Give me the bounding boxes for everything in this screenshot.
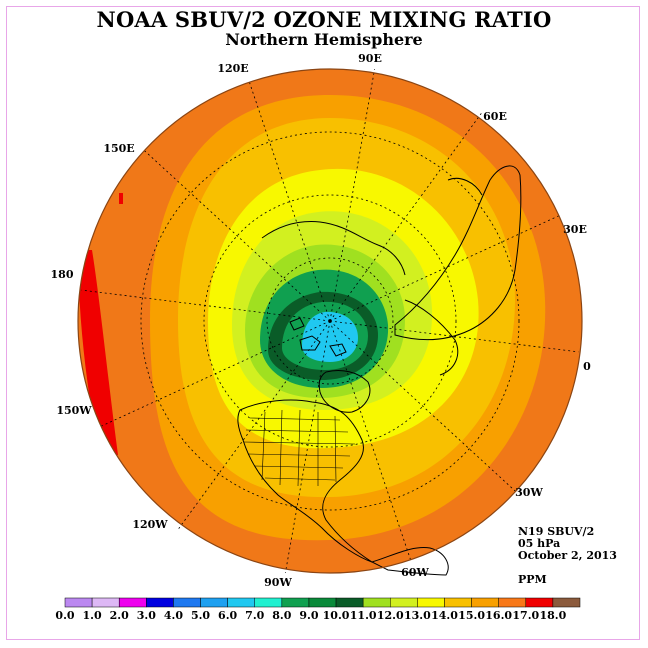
eurasia-coast bbox=[394, 165, 522, 341]
map-subtitle: Northern Hemisphere bbox=[225, 30, 423, 49]
plot-frame bbox=[6, 6, 640, 640]
colorbar-swatch bbox=[281, 597, 310, 608]
colorbar-swatch bbox=[498, 597, 527, 608]
colorbar-tick-label: 7.0 bbox=[245, 609, 265, 622]
colorbar-tick-label: 13.0 bbox=[403, 609, 431, 622]
colorbar-swatch bbox=[471, 597, 499, 608]
lon-label-30e: 30E bbox=[563, 223, 587, 236]
colorbar-swatch bbox=[525, 597, 554, 608]
meridian-0 bbox=[329, 320, 579, 353]
colorbar-tick-label: 3.0 bbox=[136, 609, 156, 622]
info-date: October 2, 2013 bbox=[518, 549, 617, 562]
colorbar-tick-label: 12.0 bbox=[376, 609, 404, 622]
colorbar-swatch bbox=[146, 597, 174, 608]
lon-label-120e: 120E bbox=[217, 62, 248, 75]
meridian-30e bbox=[329, 214, 561, 322]
colorbar-tick-label: 8.0 bbox=[272, 609, 292, 622]
colorbar-swatch bbox=[118, 597, 147, 608]
hot-spot-pacific bbox=[78, 250, 118, 455]
info-level: 05 hPa bbox=[518, 537, 561, 550]
colorbar-tick-label: 2.0 bbox=[109, 609, 129, 622]
colorbar-tick-label: 9.0 bbox=[299, 609, 319, 622]
lon-label-90w: 90W bbox=[264, 576, 292, 589]
lon-label-60w: 60W bbox=[401, 566, 429, 579]
india-coast bbox=[447, 177, 483, 196]
europe-coast bbox=[404, 299, 459, 376]
colorbar-swatch bbox=[200, 597, 228, 608]
colorbar bbox=[64, 597, 581, 608]
core-low bbox=[302, 311, 358, 362]
greenland-coast bbox=[318, 369, 371, 413]
colorbar-tick-label: 14.0 bbox=[431, 609, 458, 622]
colorbar-swatch bbox=[227, 597, 255, 608]
meridian-120e bbox=[249, 82, 331, 322]
coastlines bbox=[237, 165, 522, 576]
colorbar-tick-label: 6.0 bbox=[218, 609, 238, 622]
lon-label-120w: 120W bbox=[132, 518, 168, 531]
latitude-circle-45 bbox=[140, 131, 520, 511]
lon-label-0: 0 bbox=[583, 360, 591, 373]
south-america-coast bbox=[370, 546, 449, 576]
colorbar-tick-label: 16.0 bbox=[485, 609, 513, 622]
colorbar-tick-label: 0.0 bbox=[55, 609, 75, 622]
lon-label-180: 180 bbox=[51, 268, 74, 281]
colorbar-swatch bbox=[417, 597, 445, 608]
map-boundary bbox=[77, 68, 583, 574]
colorbar-tick-label: 5.0 bbox=[190, 609, 211, 622]
colorbar-swatch bbox=[552, 597, 581, 608]
info-instrument: N19 SBUV/2 bbox=[518, 525, 595, 538]
hot-spot-small bbox=[119, 193, 123, 204]
map-title: NOAA SBUV/2 OZONE MIXING RATIO bbox=[96, 7, 552, 32]
colorbar-swatch bbox=[173, 597, 201, 608]
lon-label-90e: 90E bbox=[358, 52, 382, 65]
info-units: PPM bbox=[518, 573, 547, 586]
lon-label-60e: 60E bbox=[483, 110, 507, 123]
colorbar-swatch bbox=[335, 597, 364, 608]
us-state-grid bbox=[243, 409, 356, 487]
colorbar-tick-label: 15.0 bbox=[458, 609, 485, 622]
colorbar-swatch bbox=[64, 597, 93, 608]
longitude-labels: 90E 60E 30E 0 30W 60W 90W 120W 150W 180 … bbox=[51, 52, 592, 589]
colorbar-swatch bbox=[390, 597, 418, 608]
lon-label-30w: 30W bbox=[515, 486, 543, 499]
asia-north-coast bbox=[261, 221, 406, 276]
colorbar-swatch bbox=[362, 597, 391, 608]
graticule bbox=[81, 69, 579, 573]
arctic-islands bbox=[289, 317, 347, 357]
colorbar-tick-label: 11.0 bbox=[349, 609, 377, 622]
meridian-60w bbox=[329, 320, 411, 560]
latitude-circle-60 bbox=[203, 194, 457, 448]
colorbar-swatch bbox=[254, 597, 283, 608]
colorbar-tick-label: 4.0 bbox=[163, 609, 183, 622]
meridian-30w bbox=[329, 320, 516, 492]
colorbar-swatch bbox=[308, 597, 337, 608]
colorbar-tick-label: 10.0 bbox=[322, 609, 350, 622]
meridian-150e bbox=[144, 150, 331, 322]
colorbar-tick-label: 17.0 bbox=[512, 609, 540, 622]
colorbar-swatch bbox=[444, 597, 472, 608]
colorbar-tick-label: 1.0 bbox=[82, 609, 102, 622]
lon-label-150w: 150W bbox=[56, 404, 92, 417]
meridian-180 bbox=[81, 289, 331, 322]
latitude-circle-75 bbox=[266, 257, 394, 385]
colorbar-tick-label: 18.0 bbox=[539, 609, 567, 622]
colorbar-swatch bbox=[91, 597, 120, 608]
lon-label-150e: 150E bbox=[103, 142, 134, 155]
meridian-150w bbox=[99, 320, 331, 428]
